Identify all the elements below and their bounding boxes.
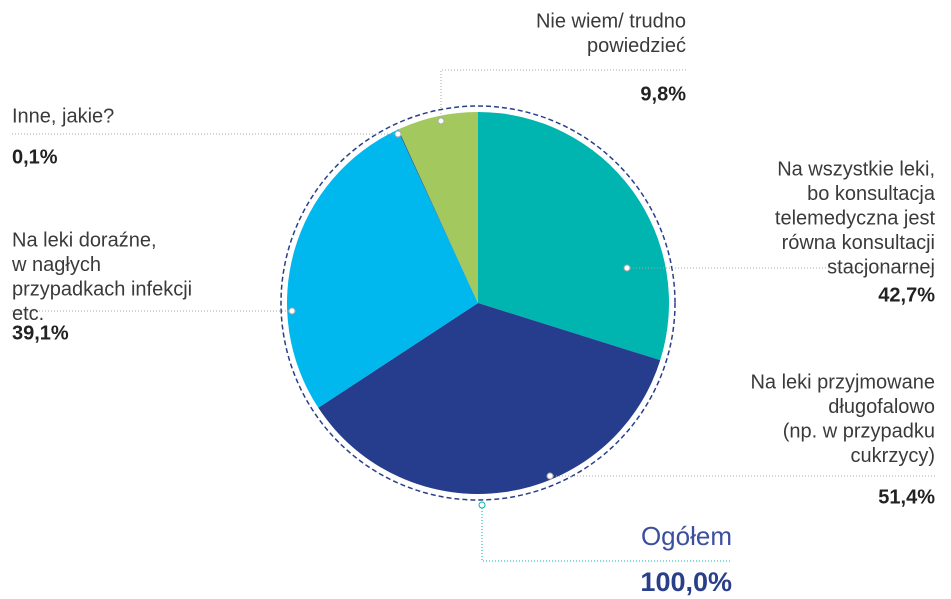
slice-label: Nie wiem/ trudno [536,10,686,32]
total-value: 100,0% [640,567,732,597]
slice-label: Inne, jakie? [12,105,114,127]
slice-label: w nagłych [11,254,101,276]
slice [398,112,478,303]
slice-label: (np. w przypadku [783,420,935,442]
leader-dot [394,130,402,138]
slice-label: Na wszystkie leki, [777,158,935,180]
value-label: 39,1% [12,322,69,344]
slice-label: równa konsultacji [782,232,935,254]
leader-dot [623,264,631,272]
total-leader [481,505,732,562]
leader [440,69,686,121]
slice-label: Na leki przyjmowane [750,371,935,393]
value-label: 42,7% [878,284,935,306]
leader-dot [437,117,445,125]
slice-label: Na leki doraźne, [12,229,157,251]
leader-dot [546,472,554,480]
slice-label: przypadkach infekcji [12,278,192,300]
outline [280,105,676,501]
slice [318,303,661,495]
pie [286,112,669,495]
value-label: 0,1% [12,146,58,168]
slice-label: telemedyczna jest [775,207,936,229]
slice-label: stacjonarnej [827,256,935,278]
slice [286,129,478,408]
slice-label: bo konsultacja [807,183,936,205]
slice-label: etc. [12,303,44,325]
slice [397,129,478,303]
leader-dot [288,307,296,315]
slice-label: cukrzycy) [851,445,935,467]
slice [478,112,669,361]
total-label: Ogółem [641,521,732,551]
slice-label: długofalowo [828,396,935,418]
value-label: 51,4% [878,486,935,508]
slice-label: powiedzieć [587,35,686,57]
total-dot [478,501,486,509]
value-label: 9,8% [640,83,686,105]
